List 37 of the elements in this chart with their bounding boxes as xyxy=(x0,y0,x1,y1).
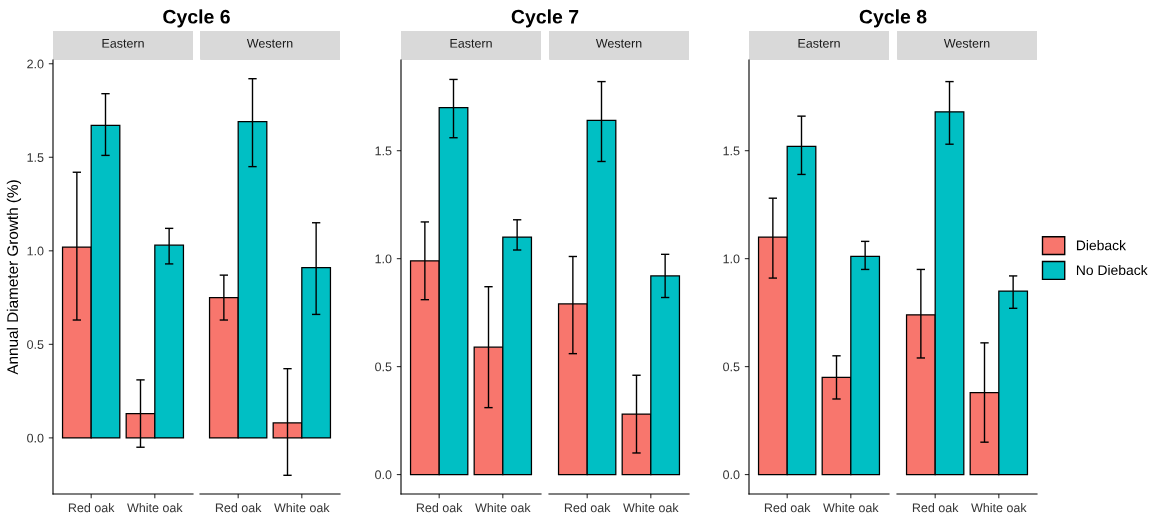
y-tick-label: 0.0 xyxy=(723,470,740,480)
x-tick-label: Red oak xyxy=(68,503,115,513)
y-tick-label: 0.0 xyxy=(375,470,392,480)
chart-title: Cycle 6 xyxy=(163,9,230,28)
y-tick-label: 1.0 xyxy=(723,254,740,264)
chart-title: Cycle 8 xyxy=(859,9,927,28)
y-tick-label: 2.0 xyxy=(27,59,44,69)
y-tick-label: 1.0 xyxy=(27,246,44,256)
x-tick-label: White oak xyxy=(127,503,183,513)
chart-subtitle: Eastern xyxy=(798,39,840,48)
chart-title: Cycle 7 xyxy=(511,9,579,28)
x-tick-label: White oak xyxy=(823,503,879,513)
x-tick-label: White oak xyxy=(971,503,1027,513)
y-tick-label: 1.5 xyxy=(27,153,44,162)
y-tick-label: 0.0 xyxy=(27,433,44,443)
x-tick-label: White oak xyxy=(623,503,679,513)
legend-label: Dieback xyxy=(1076,240,1127,251)
x-tick-label: Red oak xyxy=(912,503,959,513)
y-axis-title: Annual Diameter Growth (%) xyxy=(6,180,22,375)
x-tick-label: White oak xyxy=(475,503,531,513)
x-tick-label: White oak xyxy=(274,503,330,513)
x-tick-label: Red oak xyxy=(764,503,811,513)
y-tick-label: 0.5 xyxy=(27,340,44,349)
x-tick-label: Red oak xyxy=(215,503,262,513)
y-tick-label: 0.5 xyxy=(723,362,740,372)
chart-subtitle: Eastern xyxy=(450,39,492,48)
chart-subtitle: Eastern xyxy=(102,39,144,48)
legend-label: No Dieback xyxy=(1076,264,1148,276)
y-tick-label: 0.5 xyxy=(375,362,392,372)
y-tick-label: 1.5 xyxy=(723,146,740,156)
chart-subtitle: Western xyxy=(943,39,990,48)
x-tick-label: Red oak xyxy=(416,503,463,513)
y-tick-label: 1.0 xyxy=(375,254,392,264)
y-tick-label: 1.5 xyxy=(375,146,392,156)
x-tick-label: Red oak xyxy=(564,503,611,513)
chart-subtitle: Western xyxy=(595,39,642,48)
chart-subtitle: Western xyxy=(246,39,293,48)
